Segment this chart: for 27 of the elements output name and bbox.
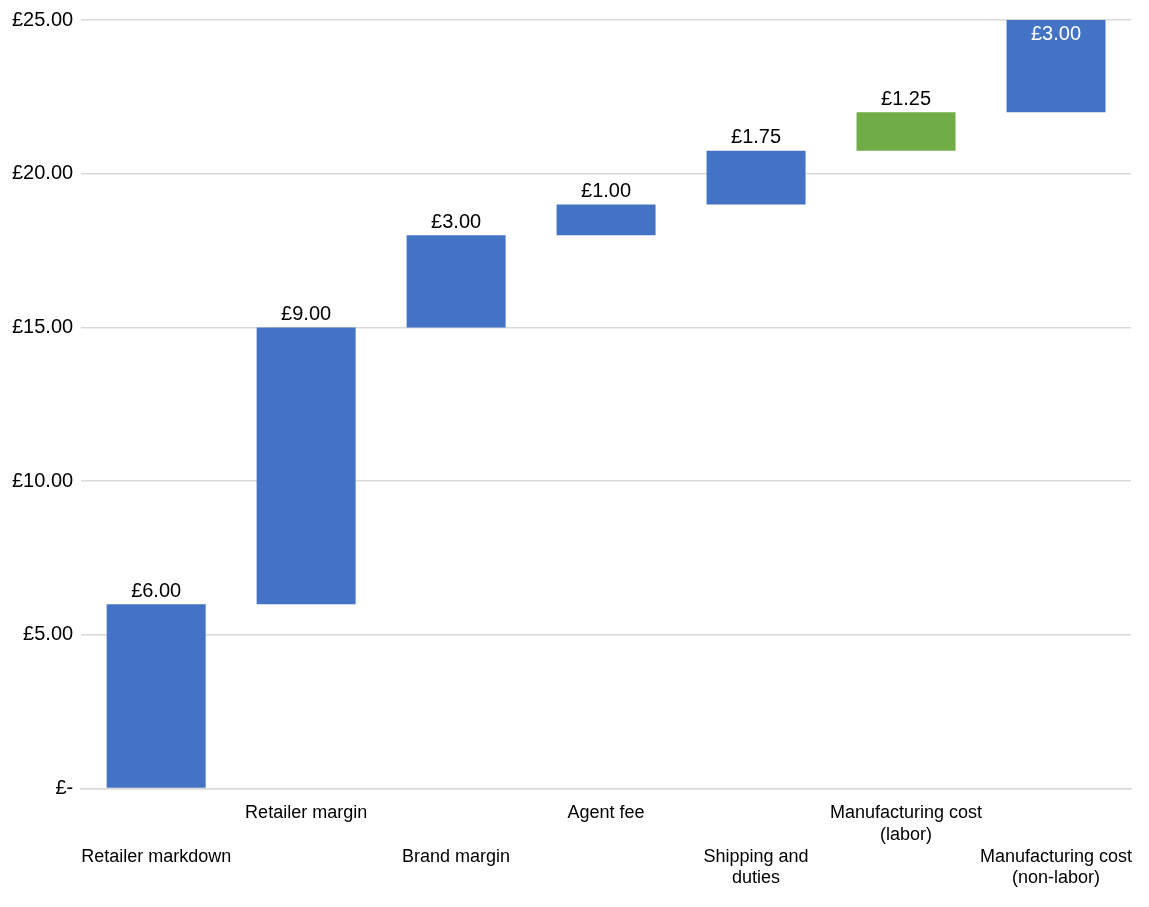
y-tick-label: £10.00	[12, 468, 74, 491]
bar	[706, 150, 806, 205]
x-tick-label: Retailer margin	[245, 802, 368, 823]
data-label: £3.00	[431, 209, 482, 232]
x-tick-label: Brand margin	[402, 845, 511, 866]
y-tick-label: £5.00	[23, 622, 74, 645]
bar	[556, 204, 656, 236]
y-tick-label: £20.00	[12, 161, 74, 184]
data-label: £1.00	[581, 178, 632, 201]
data-label: £9.00	[281, 301, 332, 324]
data-label: £6.00	[131, 578, 182, 601]
bar	[256, 327, 356, 605]
bar	[106, 604, 206, 788]
data-label: £3.00	[1030, 21, 1082, 44]
data-label: £1.25	[881, 86, 932, 109]
x-tick-label: Manufacturing cost (labor)	[830, 802, 983, 844]
bar	[406, 235, 506, 328]
x-tick-label: Shipping and duties	[703, 845, 809, 888]
x-tick-label: Agent fee	[567, 802, 645, 823]
x-tick-label: Retailer markdown	[81, 845, 232, 866]
bar	[856, 112, 956, 151]
y-tick-label: £25.00	[12, 7, 74, 30]
x-tick-label: Manufacturing cost (non-labor)	[979, 845, 1133, 888]
y-tick-label: £15.00	[12, 314, 74, 337]
data-label: £1.75	[731, 125, 782, 148]
y-tick-label: £-	[55, 776, 74, 799]
bar	[1006, 20, 1106, 113]
